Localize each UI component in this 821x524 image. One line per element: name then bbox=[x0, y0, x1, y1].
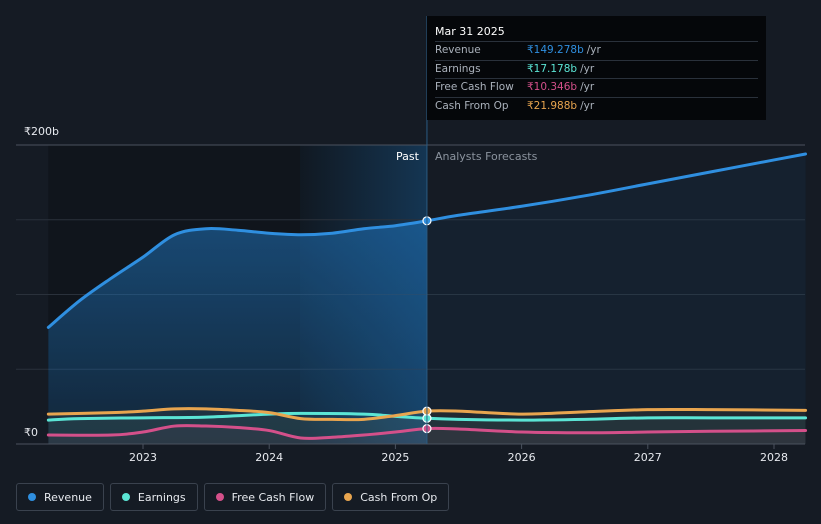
y-tick-label-top: ₹200b bbox=[24, 125, 59, 138]
cash-from-op-dot-icon bbox=[344, 493, 353, 501]
tooltip-value: ₹21.988b bbox=[527, 99, 578, 112]
x-tick-label: 2023 bbox=[129, 451, 157, 464]
y-tick-label-zero: ₹0 bbox=[24, 426, 38, 439]
revenue-dot-icon bbox=[28, 493, 36, 501]
legend-item-earnings[interactable]: Earnings bbox=[109, 483, 198, 511]
past-label: Past bbox=[396, 150, 419, 163]
tooltip-value: ₹10.346b bbox=[527, 81, 578, 93]
x-tick-label: 2024 bbox=[255, 451, 283, 464]
tooltip-unit: /yr bbox=[580, 99, 595, 112]
legend-label: Revenue bbox=[44, 490, 92, 504]
free-cash-flow-line bbox=[46, 424, 808, 440]
earnings-dot-icon bbox=[121, 493, 130, 501]
legend-item-cash-from-op[interactable]: Cash From Op bbox=[332, 483, 450, 511]
legend-item-revenue[interactable]: Revenue bbox=[16, 483, 104, 511]
tooltip-date: Mar 31 2025 bbox=[435, 25, 505, 38]
x-tick-label: 2026 bbox=[508, 451, 536, 464]
tooltip-row-revenue: Revenue ₹149.278b /yr bbox=[435, 41, 758, 60]
revenue-line bbox=[46, 152, 808, 329]
legend-item-free-cash-flow[interactable]: Free Cash Flow bbox=[203, 483, 327, 511]
forecast-label: Analysts Forecasts bbox=[435, 150, 538, 163]
tooltip-row-fcf: Free Cash Flow ₹10.346b /yr bbox=[435, 78, 758, 97]
tooltip-unit: /yr bbox=[580, 81, 595, 93]
tooltip-row-cfo: Cash From Op ₹21.988b /yr bbox=[435, 96, 758, 116]
revenue-area bbox=[48, 220, 427, 444]
legend-label: Earnings bbox=[137, 490, 186, 504]
tooltip-label: Free Cash Flow bbox=[435, 81, 514, 93]
legend-label: Cash From Op bbox=[360, 490, 438, 504]
tooltip-label: Earnings bbox=[435, 62, 481, 75]
tooltip-row-earnings: Earnings ₹17.178b /yr bbox=[435, 59, 758, 79]
tooltip-value: ₹149.278b bbox=[527, 44, 584, 56]
tooltip-label: Revenue bbox=[435, 44, 481, 56]
tooltip-unit: /yr bbox=[586, 44, 601, 56]
legend-label: Free Cash Flow bbox=[231, 490, 315, 504]
tooltip: Mar 31 2025 Revenue ₹149.278b /yr Earnin… bbox=[427, 16, 766, 120]
tooltip-unit: /yr bbox=[580, 62, 595, 75]
legend: Revenue Earnings Free Cash Flow Cash Fro… bbox=[16, 483, 450, 511]
x-tick-label: 2025 bbox=[381, 451, 409, 464]
x-tick-label: 2027 bbox=[634, 451, 662, 464]
cash-from-op-line bbox=[46, 407, 808, 422]
x-tick-label: 2028 bbox=[760, 451, 788, 464]
free-cash-flow-dot-icon bbox=[215, 493, 224, 501]
tooltip-label: Cash From Op bbox=[435, 99, 509, 112]
tooltip-value: ₹17.178b bbox=[527, 62, 578, 75]
